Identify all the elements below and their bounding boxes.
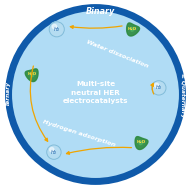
Circle shape <box>54 53 137 136</box>
Circle shape <box>35 34 156 155</box>
Circle shape <box>74 73 117 116</box>
Circle shape <box>91 90 100 99</box>
FancyArrowPatch shape <box>151 83 154 94</box>
Circle shape <box>32 32 159 158</box>
Circle shape <box>93 92 98 97</box>
Circle shape <box>47 145 61 159</box>
Polygon shape <box>135 137 148 149</box>
Text: $H_2$: $H_2$ <box>155 83 163 92</box>
Circle shape <box>19 19 172 171</box>
Circle shape <box>45 45 146 145</box>
Circle shape <box>24 23 167 166</box>
Text: $H_2$: $H_2$ <box>50 148 58 157</box>
Circle shape <box>43 42 148 147</box>
Polygon shape <box>131 27 134 31</box>
Circle shape <box>15 14 176 175</box>
FancyArrowPatch shape <box>70 26 122 28</box>
Circle shape <box>78 77 113 112</box>
Circle shape <box>85 84 106 105</box>
Circle shape <box>89 88 102 101</box>
Circle shape <box>26 25 165 164</box>
Circle shape <box>87 86 104 103</box>
Circle shape <box>63 62 128 127</box>
Circle shape <box>52 24 57 29</box>
Text: H₂O: H₂O <box>136 140 146 144</box>
Text: Water dissociation: Water dissociation <box>86 39 149 69</box>
Circle shape <box>50 49 141 140</box>
Text: $H_2$: $H_2$ <box>53 25 61 34</box>
Polygon shape <box>127 23 140 36</box>
Circle shape <box>48 47 143 142</box>
Circle shape <box>155 83 159 88</box>
Circle shape <box>67 66 124 123</box>
Circle shape <box>22 21 169 168</box>
Circle shape <box>80 79 111 110</box>
Text: Multi-site
neutral HER
electrocatalysts: Multi-site neutral HER electrocatalysts <box>63 81 128 104</box>
Text: Binary: Binary <box>86 7 115 16</box>
Polygon shape <box>25 69 38 82</box>
Circle shape <box>13 12 178 177</box>
Circle shape <box>49 22 64 37</box>
Circle shape <box>61 60 130 129</box>
Text: Hydrogen adsorption: Hydrogen adsorption <box>42 119 116 147</box>
Circle shape <box>59 57 132 132</box>
Circle shape <box>69 68 122 121</box>
Circle shape <box>28 27 163 162</box>
FancyArrowPatch shape <box>66 147 131 154</box>
Circle shape <box>39 38 152 151</box>
Circle shape <box>65 64 126 125</box>
Circle shape <box>30 29 161 160</box>
Text: H₂O: H₂O <box>128 27 137 31</box>
Polygon shape <box>30 73 34 77</box>
Circle shape <box>56 55 135 134</box>
FancyArrowPatch shape <box>30 66 48 141</box>
Circle shape <box>9 8 182 181</box>
Circle shape <box>52 51 139 138</box>
Circle shape <box>83 81 108 108</box>
Circle shape <box>76 75 115 114</box>
Circle shape <box>50 147 54 152</box>
Text: H₂O: H₂O <box>28 72 37 76</box>
Circle shape <box>41 40 150 149</box>
Circle shape <box>37 36 154 153</box>
Circle shape <box>9 8 182 181</box>
Text: ≥ Quaternary: ≥ Quaternary <box>180 73 185 118</box>
Text: Ternary: Ternary <box>6 81 11 106</box>
Circle shape <box>72 71 119 118</box>
Polygon shape <box>139 141 143 145</box>
Circle shape <box>152 81 166 95</box>
Circle shape <box>17 16 174 173</box>
Circle shape <box>11 10 180 179</box>
